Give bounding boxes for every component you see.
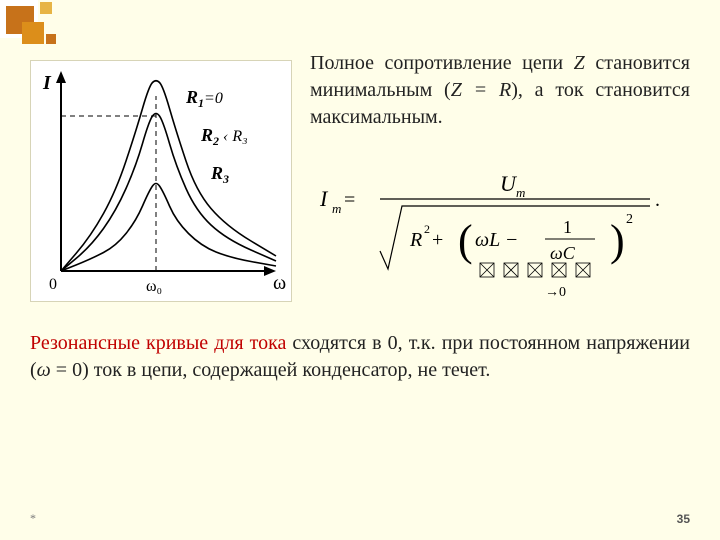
svg-text:m: m [332, 201, 341, 216]
svg-text:ωC: ωC [550, 243, 576, 263]
text: Полное сопротивление цепи [310, 52, 574, 74]
svg-text:(: ( [458, 216, 473, 265]
right-column: Полное сопротивление цепи Z становится м… [310, 30, 690, 301]
slide-page: Iω 0 ω₀ R1=0 R2 ‹ R₃ R3 Полное сопротивление … [0, 10, 720, 540]
svg-text:+: + [432, 229, 443, 251]
text: = 0) ток в цепи, содержащей конденсатор,… [51, 359, 491, 381]
var-zr: Z = R [451, 79, 511, 101]
footer-star: * [30, 511, 36, 526]
svg-text:I: I [319, 186, 329, 211]
svg-text:1: 1 [563, 217, 572, 237]
bottom-paragraph: Резонансные кривые для тока сходятся в 0… [30, 330, 690, 384]
svg-text:=: = [344, 189, 355, 211]
svg-text:I: I [42, 72, 52, 94]
svg-text:2: 2 [424, 222, 430, 236]
highlight-text: Резонансные кривые для тока [30, 332, 286, 354]
svg-text:2: 2 [626, 212, 633, 227]
svg-text:m: m [516, 185, 525, 200]
svg-text:ω₀: ω₀ [146, 278, 162, 295]
formula: Im = UmR2 + ()2ωL − 1ωC→0. [310, 151, 690, 301]
svg-text:0: 0 [49, 276, 57, 293]
top-row: Iω 0 ω₀ R1=0 R2 ‹ R₃ R3 Полное сопротивление … [30, 30, 690, 302]
svg-text:→0: →0 [545, 285, 566, 300]
chart-svg: Iω 0 ω₀ R1=0 R2 ‹ R₃ R3 [31, 61, 291, 301]
svg-text:.: . [655, 189, 660, 211]
formula-svg: Im = UmR2 + ()2ωL − 1ωC→0. [310, 151, 670, 301]
svg-text:ω: ω [273, 272, 286, 294]
svg-text:R2 ‹ R₃: R2 ‹ R₃ [200, 125, 248, 148]
resonance-chart: Iω 0 ω₀ R1=0 R2 ‹ R₃ R3 [30, 60, 292, 302]
svg-text:ωL −: ωL − [475, 229, 518, 251]
page-number: 35 [677, 512, 690, 526]
svg-text:): ) [610, 216, 625, 265]
var-z: Z [574, 52, 585, 74]
svg-text:R: R [409, 229, 422, 251]
svg-text:R1=0: R1=0 [185, 87, 223, 110]
top-paragraph: Полное сопротивление цепи Z становится м… [310, 50, 690, 131]
svg-text:R3: R3 [210, 163, 229, 186]
var-omega: ω [37, 359, 51, 381]
